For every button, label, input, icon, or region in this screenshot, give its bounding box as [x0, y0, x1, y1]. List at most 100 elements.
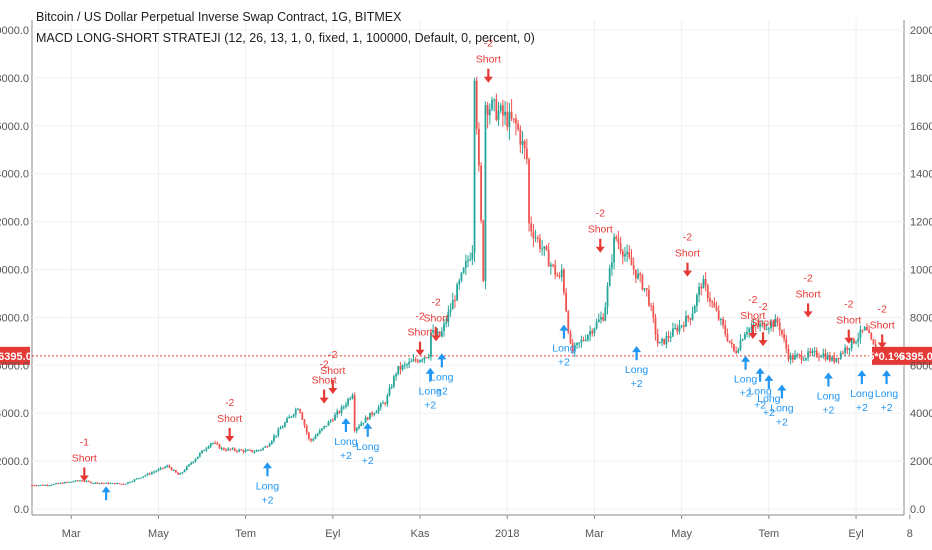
- candle-body: [552, 264, 554, 266]
- candle-body: [438, 331, 441, 337]
- candle-body: [107, 482, 110, 484]
- candle-body: [205, 448, 208, 451]
- y-tick-label-left: 8000.0: [0, 312, 29, 324]
- y-tick-label-left: 2000.0: [0, 456, 29, 468]
- candle-body: [582, 339, 585, 341]
- candle-body: [225, 449, 227, 451]
- short-arrow-icon: [877, 342, 887, 349]
- short-label: Short: [588, 224, 613, 236]
- long-label: Long: [734, 374, 758, 386]
- candle-body: [144, 475, 147, 477]
- candle-body: [166, 465, 169, 467]
- long-arrow-icon: [341, 417, 351, 424]
- candle-body: [192, 461, 195, 464]
- candle-body: [493, 99, 496, 101]
- candle-body: [277, 429, 280, 436]
- long-label: Long: [430, 371, 454, 383]
- candle-body: [802, 359, 805, 361]
- long-qty: +2: [776, 416, 788, 428]
- candle-body: [591, 331, 594, 334]
- price-tag-right-box: [872, 346, 932, 365]
- candle-body: [369, 412, 371, 420]
- candle-body: [373, 413, 376, 415]
- candle-body: [412, 359, 415, 362]
- candle-body: [495, 99, 498, 120]
- indicator-label: MACD LONG-SHORT STRATEJI (12, 26, 13, 1,…: [36, 31, 535, 45]
- candle-body: [866, 327, 868, 331]
- candle-body: [733, 344, 735, 351]
- candle-body: [307, 432, 310, 439]
- x-tick-label: Mar: [62, 528, 81, 540]
- candle-body: [408, 361, 411, 365]
- candle-body: [227, 448, 230, 451]
- short-qty: -2: [803, 272, 812, 284]
- candle-body: [711, 301, 714, 303]
- candle-body: [543, 246, 546, 249]
- y-tick-label-right: 14000.0: [910, 169, 932, 181]
- price-tag-right: 5*0.1%6395.0: [868, 346, 932, 365]
- candle-body: [730, 342, 733, 345]
- x-tick-label: Eyl: [848, 528, 863, 540]
- candle-body: [375, 411, 378, 414]
- candle-body: [425, 357, 428, 359]
- y-tick-label-right: 20000.0: [910, 25, 932, 37]
- candle-body: [634, 269, 637, 279]
- candle-body: [464, 261, 467, 269]
- candle-body: [264, 446, 267, 448]
- y-tick-label-right: 2000.0: [910, 456, 932, 468]
- candle-body: [238, 449, 240, 452]
- long-qty: +2: [763, 407, 775, 419]
- candle-body: [299, 409, 302, 413]
- candle-body: [68, 481, 70, 483]
- candle-body: [44, 484, 46, 486]
- candle-body: [305, 425, 308, 433]
- candle-body: [103, 483, 105, 485]
- short-label: Short: [423, 312, 448, 324]
- long-qty: +2: [856, 402, 868, 414]
- candle-body: [497, 110, 500, 120]
- candle-body: [789, 355, 792, 360]
- candle-body: [65, 482, 68, 484]
- candle-body: [445, 321, 448, 324]
- candle-body: [92, 483, 94, 485]
- candle-body: [783, 334, 785, 339]
- short-arrow-icon: [803, 311, 813, 318]
- candle-body: [624, 254, 626, 257]
- candle-body: [292, 414, 295, 417]
- candle-body: [547, 249, 550, 267]
- candle-body: [741, 339, 744, 341]
- candle-body: [336, 411, 339, 415]
- short-label: Short: [836, 315, 861, 327]
- long-label: Long: [817, 390, 841, 402]
- y-tick-label-left: 20000.0: [0, 25, 29, 37]
- candle-body: [111, 482, 114, 484]
- short-qty: -1: [80, 436, 89, 448]
- candle-body: [131, 481, 134, 483]
- candle-body: [153, 471, 155, 473]
- candle-body: [172, 470, 175, 472]
- candle-body: [31, 485, 33, 487]
- candle-body: [384, 402, 387, 404]
- long-arrow-icon: [437, 353, 447, 360]
- candle-body: [353, 395, 356, 431]
- candle-body: [273, 436, 275, 441]
- candle-body: [89, 481, 92, 484]
- candle-body: [467, 260, 469, 262]
- candle-body: [377, 407, 380, 412]
- candle-body: [190, 463, 193, 465]
- y-tick-label-left: 10000.0: [0, 265, 29, 277]
- candle-body: [133, 479, 136, 482]
- candle-body: [521, 140, 524, 145]
- candle-body: [807, 351, 809, 358]
- candle-body: [482, 220, 485, 281]
- candle-body: [244, 450, 247, 452]
- candle-body: [800, 354, 803, 361]
- candle-body: [682, 325, 685, 327]
- candle-body: [602, 317, 605, 321]
- short-arrow-icon: [319, 397, 329, 404]
- candle-body: [454, 299, 456, 301]
- candle-body: [621, 251, 624, 257]
- candle-body: [837, 357, 840, 359]
- short-label: Short: [72, 452, 97, 464]
